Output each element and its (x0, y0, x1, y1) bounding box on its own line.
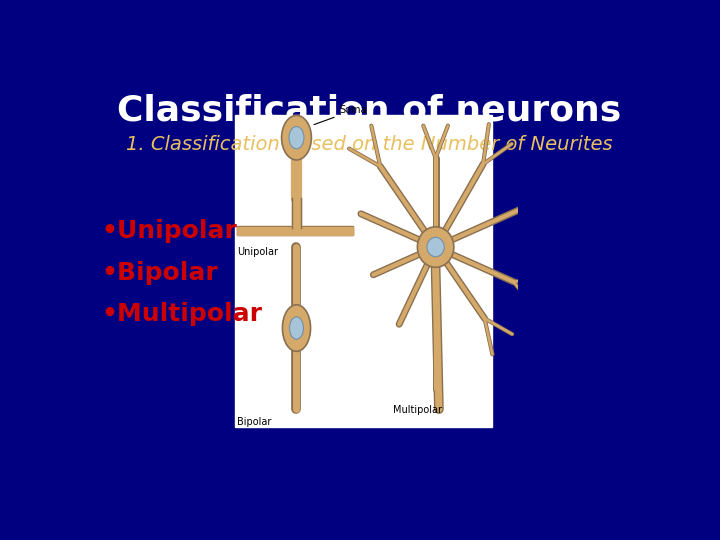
Ellipse shape (289, 317, 303, 339)
Text: Unipolar: Unipolar (237, 247, 278, 257)
Text: 1. Classification Based on the Number of Neurites: 1. Classification Based on the Number of… (126, 136, 612, 154)
Text: •Multipolar: •Multipolar (101, 302, 262, 326)
Ellipse shape (427, 238, 444, 256)
Text: Multipolar: Multipolar (392, 405, 441, 415)
Ellipse shape (282, 116, 311, 160)
Text: •Unipolar: •Unipolar (101, 219, 237, 243)
Ellipse shape (282, 305, 310, 352)
Text: Bipolar: Bipolar (237, 417, 271, 427)
Text: Soma: Soma (314, 105, 367, 125)
Polygon shape (292, 199, 302, 227)
Ellipse shape (289, 126, 304, 149)
Ellipse shape (418, 227, 454, 267)
Text: •Bipolar: •Bipolar (101, 261, 218, 285)
Text: Classification of neurons: Classification of neurons (117, 94, 621, 128)
Bar (235, 114, 492, 427)
